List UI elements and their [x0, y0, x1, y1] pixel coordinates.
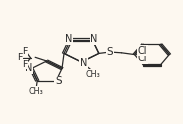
Text: S: S [107, 47, 113, 57]
Text: N: N [90, 34, 98, 44]
Text: Cl: Cl [138, 46, 147, 56]
Text: F: F [22, 47, 28, 56]
Text: Cl: Cl [138, 53, 147, 63]
Text: N: N [65, 34, 72, 44]
Text: CH₃: CH₃ [85, 70, 100, 79]
Text: F: F [22, 60, 28, 69]
Text: N: N [80, 58, 87, 68]
Text: F: F [17, 53, 23, 62]
Text: CH₃: CH₃ [29, 87, 44, 95]
Text: S: S [55, 76, 62, 86]
Text: N: N [25, 63, 33, 73]
